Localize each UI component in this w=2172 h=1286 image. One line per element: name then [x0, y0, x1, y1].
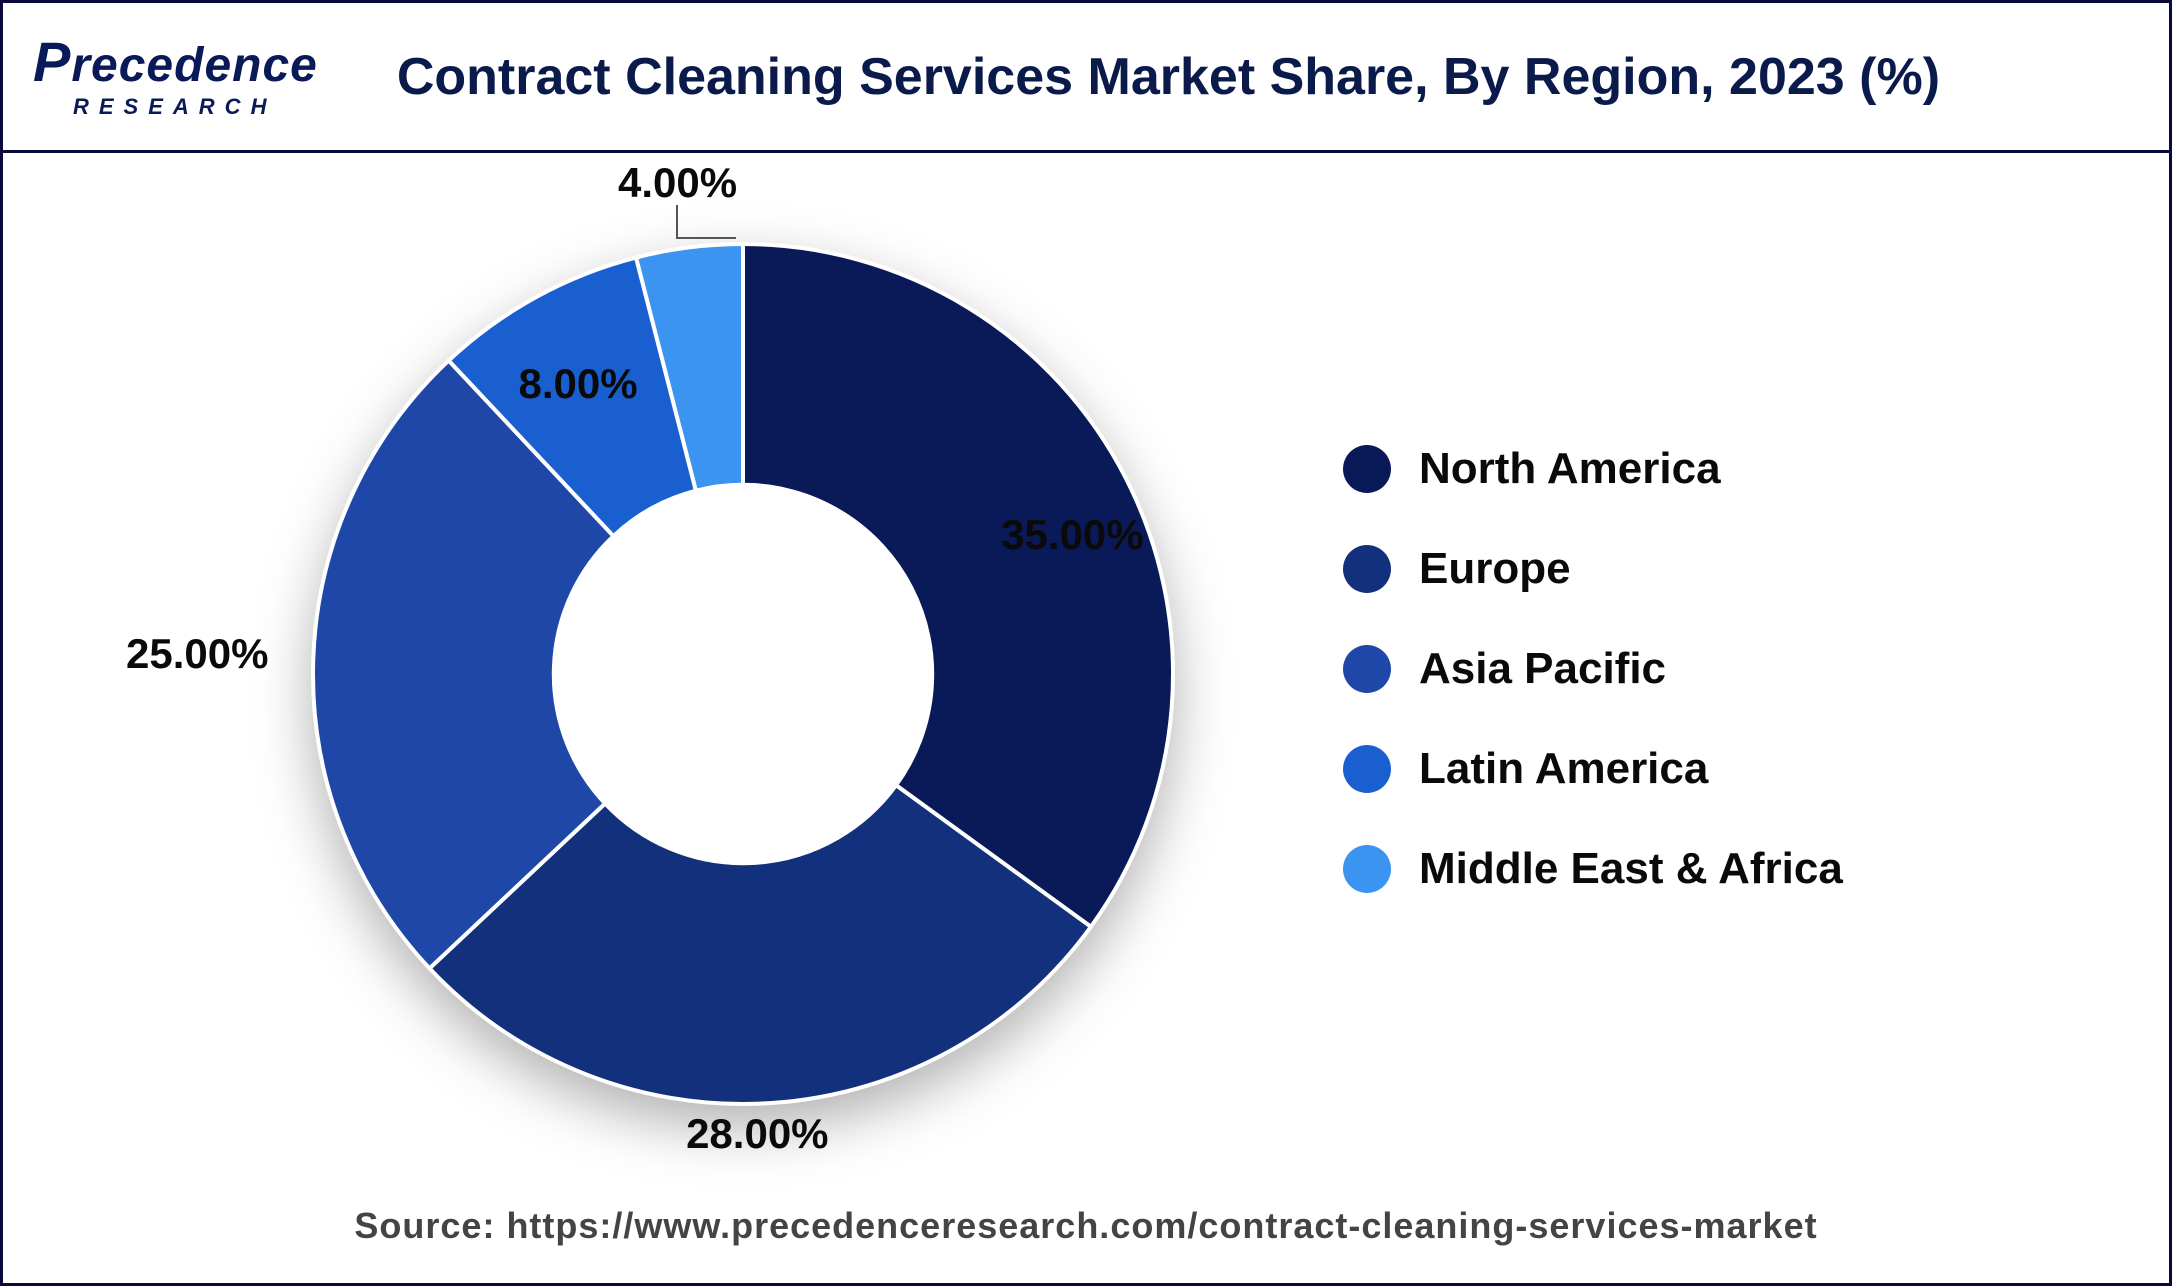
logo-subtext: RESEARCH: [33, 94, 276, 120]
legend-swatch: [1343, 745, 1391, 793]
leader-line: [676, 205, 736, 239]
legend-swatch: [1343, 445, 1391, 493]
header-row: Precedence RESEARCH Contract Cleaning Se…: [3, 3, 2169, 153]
legend-label: North America: [1419, 444, 1721, 494]
legend-label: Europe: [1419, 544, 1571, 594]
logo-wordmark: Precedence: [33, 34, 318, 90]
legend-item: Middle East & Africa: [1343, 844, 1843, 894]
donut-svg: [263, 194, 1223, 1154]
data-label: 28.00%: [686, 1110, 828, 1158]
source-citation: Source: https://www.precedenceresearch.c…: [3, 1185, 2169, 1283]
legend-item: Europe: [1343, 544, 1843, 594]
logo-top-text: recedence: [71, 39, 318, 92]
donut-hole: [555, 486, 931, 862]
legend-swatch: [1343, 645, 1391, 693]
data-label: 4.00%: [618, 159, 737, 207]
legend-swatch: [1343, 845, 1391, 893]
legend: North America Europe Asia Pacific Latin Ame…: [1343, 444, 1843, 894]
legend-item: North America: [1343, 444, 1843, 494]
chart-area: 35.00%28.00%25.00%8.00%4.00% North Ameri…: [3, 153, 2169, 1185]
donut-chart: 35.00%28.00%25.00%8.00%4.00%: [263, 194, 1223, 1154]
legend-item: Latin America: [1343, 744, 1843, 794]
data-label: 8.00%: [518, 360, 637, 408]
data-label: 25.00%: [126, 630, 268, 678]
legend-label: Latin America: [1419, 744, 1708, 794]
legend-swatch: [1343, 545, 1391, 593]
brand-logo: Precedence RESEARCH: [33, 34, 318, 120]
legend-label: Middle East & Africa: [1419, 844, 1843, 894]
legend-item: Asia Pacific: [1343, 644, 1843, 694]
chart-frame: Precedence RESEARCH Contract Cleaning Se…: [0, 0, 2172, 1286]
chart-title: Contract Cleaning Services Market Share,…: [318, 47, 2139, 107]
legend-label: Asia Pacific: [1419, 644, 1666, 694]
data-label: 35.00%: [1001, 511, 1143, 559]
